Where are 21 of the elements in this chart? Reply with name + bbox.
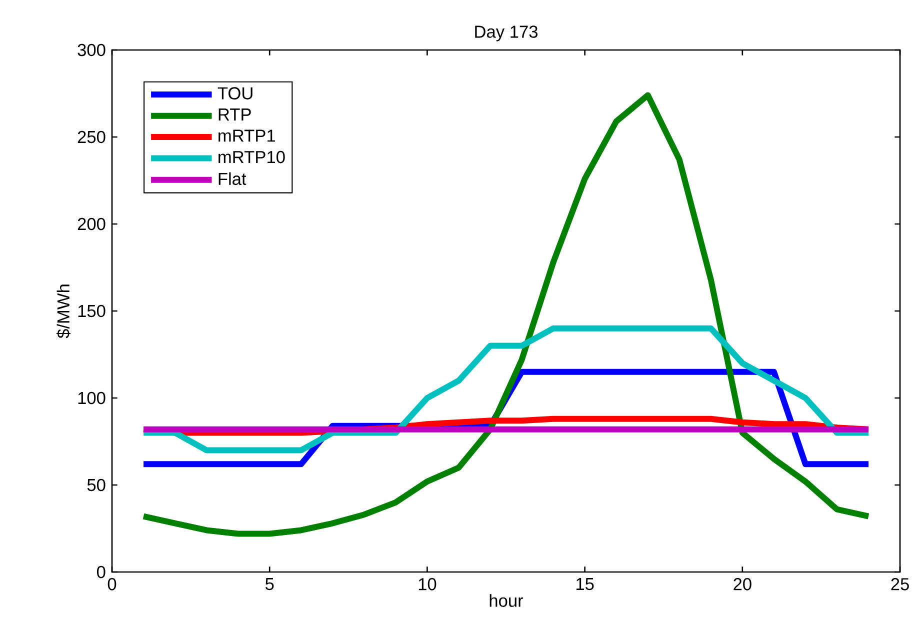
y-axis-title: $/MWh	[56, 284, 71, 338]
y-tick-label: 150	[78, 304, 106, 318]
x-axis-title: hour	[490, 594, 524, 607]
x-tick-label: 10	[418, 578, 436, 590]
x-tick-label: 20	[734, 578, 752, 590]
x-tick-label: 0	[108, 578, 116, 590]
legend-label: Flat	[218, 172, 246, 186]
y-tick-label: 50	[87, 478, 106, 492]
y-tick-label: 100	[78, 392, 106, 404]
x-tick-label: 5	[265, 578, 274, 590]
x-tick-label: 25	[891, 578, 909, 590]
x-tick-label: 15	[576, 578, 594, 590]
legend-label: RTP	[218, 108, 251, 120]
y-tick-label: 200	[78, 218, 106, 230]
y-tick-label: 300	[78, 44, 106, 56]
chart-title: Day 173	[475, 26, 538, 42]
legend-label: TOU	[218, 87, 252, 100]
legend-label: mRTP10	[218, 150, 285, 164]
y-tick-label: 0	[96, 566, 106, 578]
legend-label: mRTP1	[218, 130, 276, 142]
y-tick-label: 250	[78, 130, 106, 144]
